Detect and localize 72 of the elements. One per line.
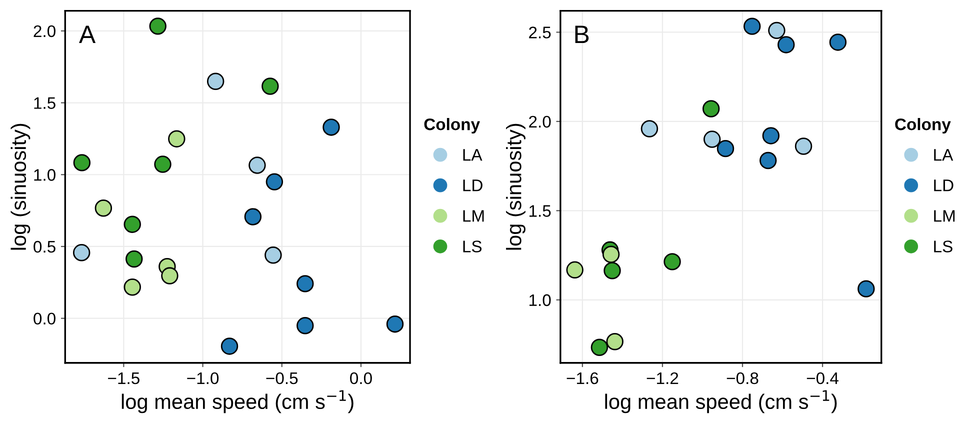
point — [154, 156, 172, 173]
legend-title: Colony — [895, 118, 951, 134]
point — [602, 246, 620, 263]
y-axis-title: log (sinuosity) — [506, 124, 526, 250]
legend-label: LA — [934, 149, 954, 161]
point — [220, 338, 238, 355]
legend-label: LS — [463, 240, 482, 252]
point — [124, 216, 141, 233]
y-tick-label: 1.5 — [530, 205, 551, 217]
legend-label: LS — [934, 240, 952, 252]
legend-label: LD — [463, 180, 482, 192]
point — [590, 338, 608, 356]
x-tick-label: −0.5 — [266, 372, 298, 384]
y-tick-label: 2.0 — [34, 25, 56, 38]
point — [126, 250, 143, 268]
point — [149, 18, 166, 35]
x-tick-label: −1.2 — [646, 372, 678, 384]
x-axis-title: log mean speed (cm s$^{−1}$) — [605, 390, 837, 414]
point — [778, 36, 795, 54]
x-tick-label: −1.5 — [108, 372, 140, 384]
point — [829, 34, 847, 51]
point — [858, 280, 875, 298]
point — [264, 246, 282, 264]
y-axis-title: log (sinuosity) — [10, 124, 30, 250]
legend-title: Colony — [424, 118, 480, 134]
point — [716, 140, 734, 158]
chart-title: B — [575, 26, 589, 43]
point — [386, 315, 404, 333]
point — [566, 261, 584, 279]
legend-label: LA — [463, 149, 482, 161]
point — [72, 244, 90, 262]
x-tick-label: 0.0 — [350, 372, 372, 384]
point — [296, 275, 314, 292]
x-axis-title: log mean speed (cm s$^{−1}$) — [122, 390, 354, 414]
y-tick-label: 1.5 — [34, 97, 56, 109]
chart-title: A — [78, 26, 96, 43]
x-tick-label: −1.0 — [187, 372, 219, 384]
point — [206, 72, 224, 90]
point — [760, 152, 777, 170]
point — [640, 120, 658, 138]
point — [604, 262, 621, 280]
point — [262, 78, 279, 95]
x-tick-label: −0.4 — [806, 372, 838, 384]
y-tick-label: 0.5 — [34, 240, 56, 253]
x-tick-label: −1.6 — [566, 372, 598, 384]
point — [73, 154, 91, 172]
point — [768, 22, 786, 40]
point — [702, 100, 720, 118]
point — [248, 156, 266, 174]
y-tick-label: 0.0 — [34, 312, 56, 325]
point — [743, 18, 761, 35]
point — [794, 138, 812, 155]
legend-label: LM — [463, 210, 484, 222]
point — [94, 199, 112, 217]
legend-label: LD — [934, 180, 954, 192]
point — [266, 173, 284, 190]
point — [703, 130, 721, 148]
y-tick-label: 2.5 — [529, 26, 551, 38]
y-tick-label: 1.0 — [34, 169, 56, 181]
point — [322, 118, 340, 136]
y-tick-label: 2.0 — [529, 116, 551, 128]
legend-label: LM — [934, 210, 955, 222]
x-tick-label: −0.8 — [726, 372, 758, 384]
point — [762, 127, 780, 144]
point — [664, 253, 681, 270]
point — [124, 278, 141, 296]
point — [244, 208, 262, 226]
y-tick-label: 1.0 — [530, 294, 551, 306]
point — [606, 333, 624, 350]
point — [168, 130, 186, 148]
point — [161, 267, 178, 284]
point — [296, 317, 314, 334]
